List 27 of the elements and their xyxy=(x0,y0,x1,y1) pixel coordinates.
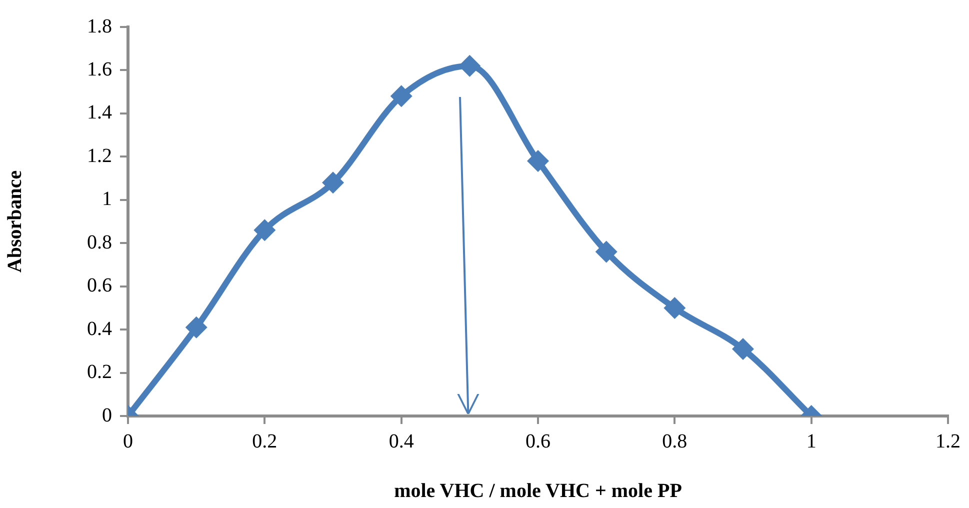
y-axis-title: Absorbance xyxy=(4,170,26,273)
y-tick-label: 1.4 xyxy=(87,102,112,124)
y-tick-label: 1.6 xyxy=(87,58,112,80)
x-tick-label: 0 xyxy=(123,430,133,452)
point xyxy=(322,172,344,194)
point xyxy=(732,338,754,360)
point xyxy=(390,85,412,108)
x-tick-label: 0.4 xyxy=(388,430,414,452)
x-tick-label: 1.2 xyxy=(936,430,960,452)
y-tick-label: 0 xyxy=(102,404,112,426)
y-tick-label: 0.2 xyxy=(87,361,112,384)
y-tick-label: 1.2 xyxy=(87,144,112,167)
y-tick-label: 1.8 xyxy=(87,15,112,38)
x-tick-label: 0.6 xyxy=(526,430,550,452)
y-tick-label: 0.8 xyxy=(87,231,112,254)
x-tick-label: 1 xyxy=(806,430,816,452)
x-axis-title: mole VHC / mole VHC + mole PP xyxy=(394,480,682,502)
x-tick-label: 0.2 xyxy=(252,430,278,452)
y-tick-label: 1 xyxy=(102,188,112,210)
point xyxy=(527,150,549,172)
point xyxy=(595,240,618,263)
y-tick-label: 0.4 xyxy=(87,318,112,340)
y-tick-label: 0.6 xyxy=(87,274,112,297)
x-tick-label: 0.8 xyxy=(662,430,688,452)
point xyxy=(664,296,686,319)
point xyxy=(254,219,276,242)
point xyxy=(185,316,208,338)
